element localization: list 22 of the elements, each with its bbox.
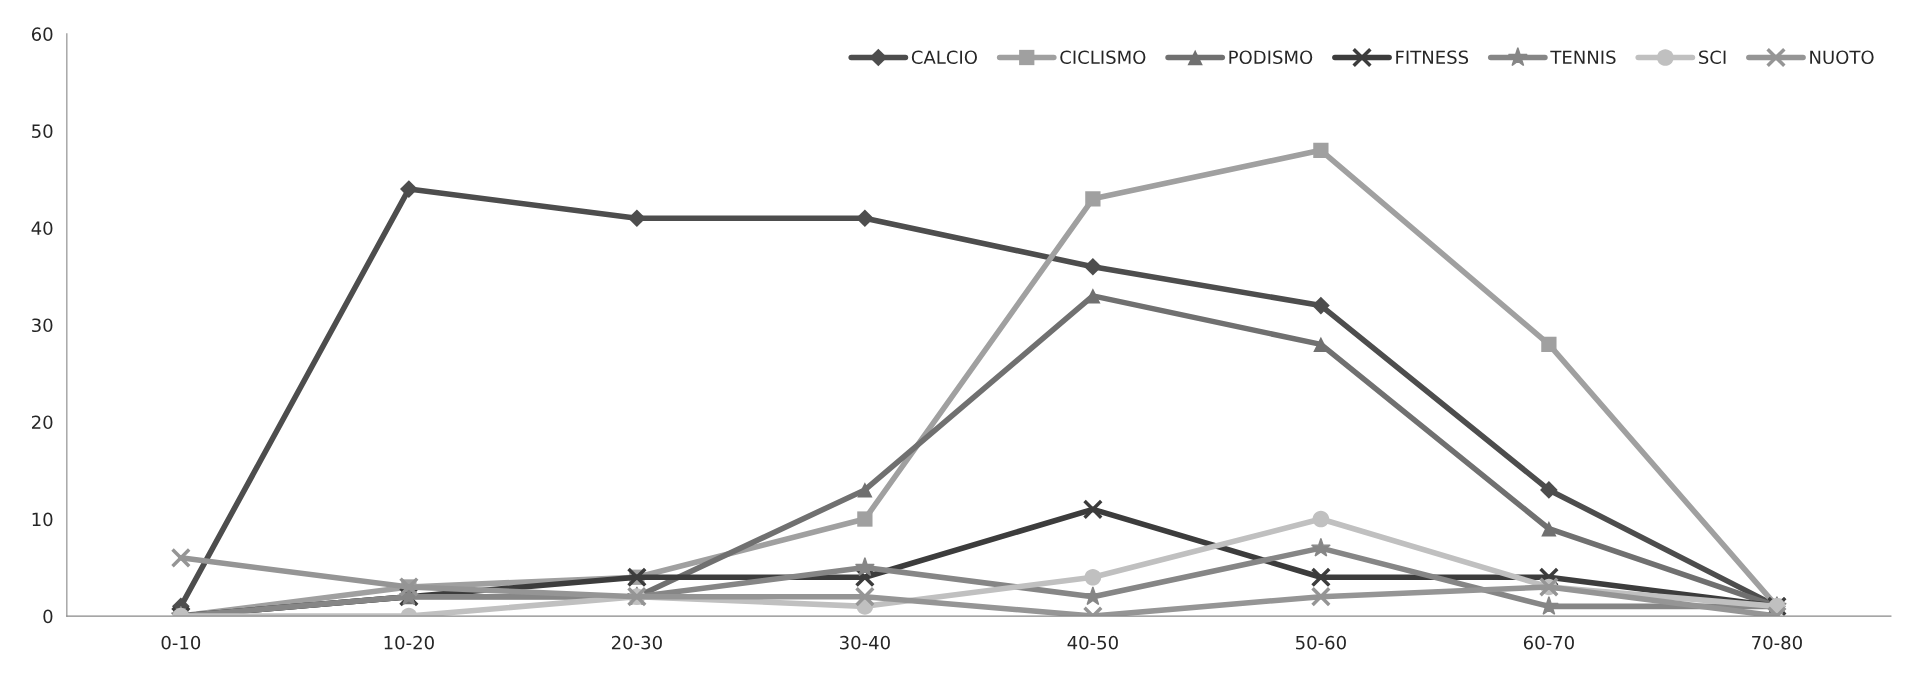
x-tick-label: 60-70: [1523, 635, 1574, 650]
legend-label: TENNIS: [1550, 50, 1616, 65]
legend-label: FITNESS: [1396, 50, 1469, 65]
x-tick-label: 70-80: [1752, 635, 1802, 650]
y-tick-label: 10: [32, 512, 53, 527]
y-tick-label: 30: [32, 318, 53, 333]
x-tick-label: 10-20: [384, 635, 434, 650]
y-tick-label: 0: [43, 609, 53, 624]
x-tick-label: 40-50: [1067, 635, 1118, 650]
x-tick-label: 30-40: [840, 635, 890, 650]
x-tick-label: 0-10: [161, 635, 201, 650]
x-tick-label: 50-60: [1296, 635, 1346, 650]
legend-label: NUOTO: [1810, 50, 1874, 65]
legend-label: PODISMO: [1229, 50, 1313, 65]
y-tick-label: 40: [31, 221, 53, 236]
legend-label: CICLISMO: [1060, 50, 1146, 65]
y-tick-label: 60: [31, 27, 53, 41]
y-tick-label: 20: [32, 415, 53, 430]
x-tick-label: 20-30: [611, 635, 662, 650]
y-tick-label: 50: [32, 124, 53, 138]
legend-label: CALCIO: [911, 50, 977, 65]
legend-label: SCI: [1699, 50, 1726, 65]
